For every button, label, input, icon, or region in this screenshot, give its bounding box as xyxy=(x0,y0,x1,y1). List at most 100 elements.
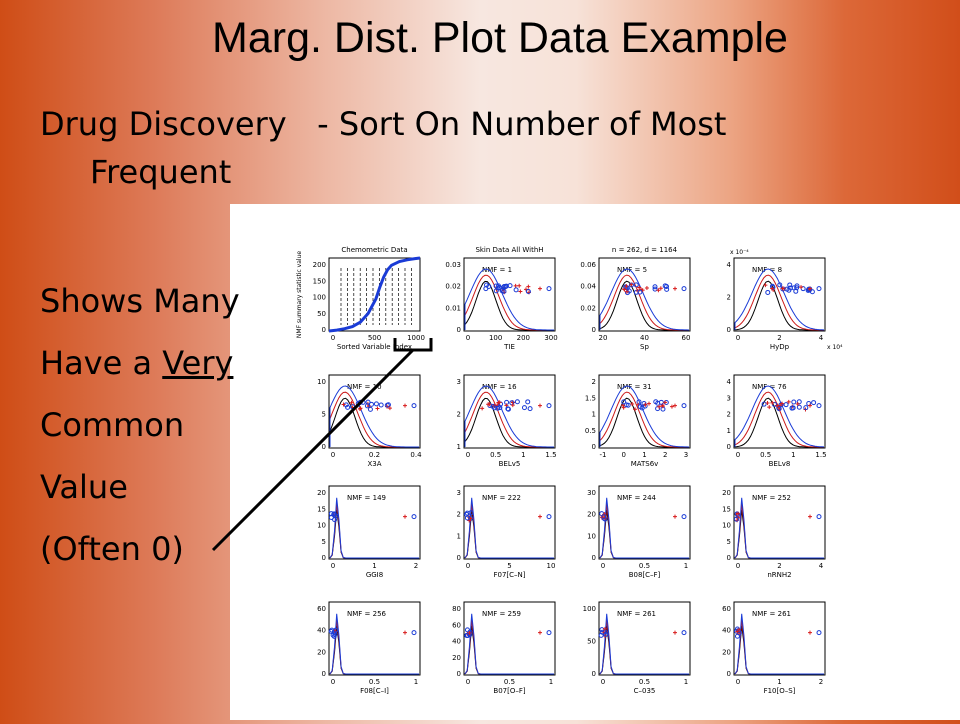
bullet-list: Shows Many Have a Very Common Value (Oft… xyxy=(40,270,240,580)
plot-axes xyxy=(463,485,556,560)
outlier-marker xyxy=(816,514,822,520)
y-exponent-label: x 10⁻⁴ xyxy=(730,249,749,256)
x-axis-label: BELv5 xyxy=(499,460,521,468)
plus-marker xyxy=(496,400,501,405)
plus-marker xyxy=(795,402,800,407)
x-tick-label: 0.5 xyxy=(504,678,515,686)
outlier-plus xyxy=(538,514,542,519)
y-tick-label: 20 xyxy=(722,648,731,656)
circle-marker xyxy=(621,399,627,405)
plot-axes xyxy=(598,485,691,560)
x-tick-label: 0.5 xyxy=(369,678,380,686)
plus-marker xyxy=(602,626,607,631)
plot-axes xyxy=(328,601,421,676)
circle-marker xyxy=(761,401,767,407)
circle-marker xyxy=(492,405,498,411)
x-tick-label: 100 xyxy=(489,334,502,342)
y-tick-label: 5 xyxy=(322,411,326,419)
x-tick-label: 2 xyxy=(819,678,823,686)
nmf-annotation: NMF = 222 xyxy=(482,494,521,502)
nmf-annotation: NMF = 8 xyxy=(752,266,782,274)
plus-marker xyxy=(518,289,523,294)
circle-marker xyxy=(501,284,507,290)
y-tick-label: 10 xyxy=(587,532,596,540)
x-tick-label: 2 xyxy=(663,451,667,459)
plus-marker xyxy=(517,283,522,288)
outlier-plus xyxy=(538,403,542,408)
x-tick-label: 0 xyxy=(736,334,740,342)
nmf-annotation: NMF = 252 xyxy=(752,494,791,502)
circle-marker xyxy=(803,405,809,411)
y-tick-label: 80 xyxy=(452,605,461,613)
nmf-annotation: NMF = 259 xyxy=(482,610,521,618)
circle-marker xyxy=(777,282,783,288)
x-tick-label: 0.5 xyxy=(490,451,501,459)
y-tick-label: 3 xyxy=(457,378,461,386)
y-tick-label: 1.5 xyxy=(585,394,596,402)
x-tick-label: 20 xyxy=(599,334,608,342)
outlier-marker xyxy=(546,630,552,636)
y-tick-label: 50 xyxy=(317,310,326,318)
nmf-annotation: NMF = 10 xyxy=(347,383,382,391)
x-axis-label: nRNH2 xyxy=(767,571,791,579)
x-tick-label: 1 xyxy=(642,451,646,459)
x-axis-label: GGI8 xyxy=(366,571,383,579)
x-tick-label: 5 xyxy=(507,562,511,570)
y-tick-label: 2 xyxy=(592,378,596,386)
circle-marker xyxy=(653,399,659,405)
plus-marker xyxy=(663,400,668,405)
density-curve xyxy=(464,497,554,559)
x-tick-label: 1 xyxy=(684,678,688,686)
circle-marker xyxy=(794,285,800,291)
plot-axes xyxy=(598,601,691,676)
x-tick-label: 0 xyxy=(331,562,335,570)
x-tick-label: 1 xyxy=(414,678,418,686)
circle-marker xyxy=(603,632,609,638)
plus-marker xyxy=(480,406,485,411)
outlier-marker xyxy=(681,630,687,636)
y-tick-label: 20 xyxy=(317,489,326,497)
circle-marker xyxy=(636,399,642,405)
circle-marker xyxy=(495,405,501,411)
y-tick-label: 4 xyxy=(727,261,732,269)
y-tick-label: 0 xyxy=(727,670,731,678)
density-curve xyxy=(599,613,689,675)
circle-marker xyxy=(464,632,470,638)
outlier-marker xyxy=(546,403,552,409)
y-tick-label: 0 xyxy=(592,670,596,678)
y-tick-label: 0.02 xyxy=(445,283,461,291)
bullet-item: (Often 0) xyxy=(40,530,184,568)
density-curve xyxy=(599,391,689,448)
circle-marker xyxy=(333,627,339,633)
bullet-item: Common xyxy=(40,406,185,444)
outlier-plus xyxy=(673,630,677,635)
circle-marker xyxy=(735,628,741,634)
nmf-annotation: NMF = 256 xyxy=(347,610,387,618)
x-tick-label: 60 xyxy=(682,334,691,342)
x-tick-label: -1 xyxy=(600,451,607,459)
circle-marker xyxy=(633,282,639,288)
circle-marker xyxy=(652,284,658,290)
x-tick-label: 0 xyxy=(601,678,605,686)
circle-marker xyxy=(514,399,520,405)
outlier-plus xyxy=(808,514,812,519)
y-tick-label: 3 xyxy=(727,394,731,402)
density-curve xyxy=(329,497,419,559)
outlier-marker xyxy=(681,403,687,409)
plus-marker xyxy=(656,288,661,293)
x-axis-label: MATS6v xyxy=(631,460,659,468)
plus-marker xyxy=(622,287,627,292)
circle-marker xyxy=(495,285,501,291)
plot-axes xyxy=(328,257,421,332)
x-axis-label: B07[O–F] xyxy=(493,687,525,695)
plus-marker xyxy=(629,282,634,287)
x-tick-label: 0 xyxy=(736,678,740,686)
y-tick-label: 50 xyxy=(587,638,596,646)
y-tick-label: 0.02 xyxy=(580,304,596,312)
plot-axes xyxy=(733,601,826,676)
x-tick-label: 0.4 xyxy=(410,451,422,459)
bullet-item: Value xyxy=(40,468,128,506)
density-curve xyxy=(734,385,825,448)
x-axis-label: B08[C–F] xyxy=(629,571,661,579)
x-tick-label: 2 xyxy=(777,562,781,570)
